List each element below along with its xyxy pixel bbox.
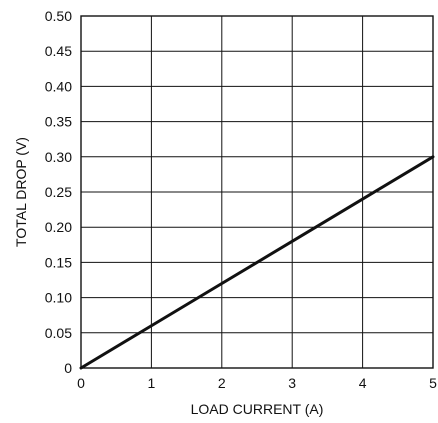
y-tick-label: 0.25 <box>45 184 72 200</box>
y-tick-label: 0.20 <box>45 219 72 235</box>
y-tick-label: 0.35 <box>45 114 72 130</box>
x-tick-label: 0 <box>77 375 85 391</box>
y-axis-title: TOTAL DROP (V) <box>13 137 29 247</box>
y-tick-label: 0.40 <box>45 78 72 94</box>
series-layer <box>79 155 435 370</box>
y-tick-label: 0.15 <box>45 254 72 270</box>
series-line-0 <box>79 155 435 370</box>
x-tick-label: 5 <box>429 375 437 391</box>
x-axis-ticks: 0 1 2 3 4 5 <box>77 375 437 391</box>
y-tick-label: 0.50 <box>45 8 72 24</box>
x-axis-title: LOAD CURRENT (A) <box>191 401 324 417</box>
x-tick-label: 1 <box>148 375 156 391</box>
y-tick-label: 0.30 <box>45 149 72 165</box>
grid <box>81 16 433 368</box>
x-tick-label: 2 <box>218 375 226 391</box>
plot-area-frame <box>80 15 434 369</box>
y-tick-label: 0.05 <box>45 325 72 341</box>
y-tick-label: 0 <box>64 360 72 376</box>
y-axis-ticks: 0 0.05 0.10 0.15 0.20 0.25 0.30 0.35 0.40 0.45 0.5… <box>45 8 72 376</box>
y-tick-label: 0.45 <box>45 43 72 59</box>
x-tick-label: 3 <box>288 375 296 391</box>
x-tick-label: 4 <box>359 375 367 391</box>
y-tick-label: 0.10 <box>45 290 72 306</box>
